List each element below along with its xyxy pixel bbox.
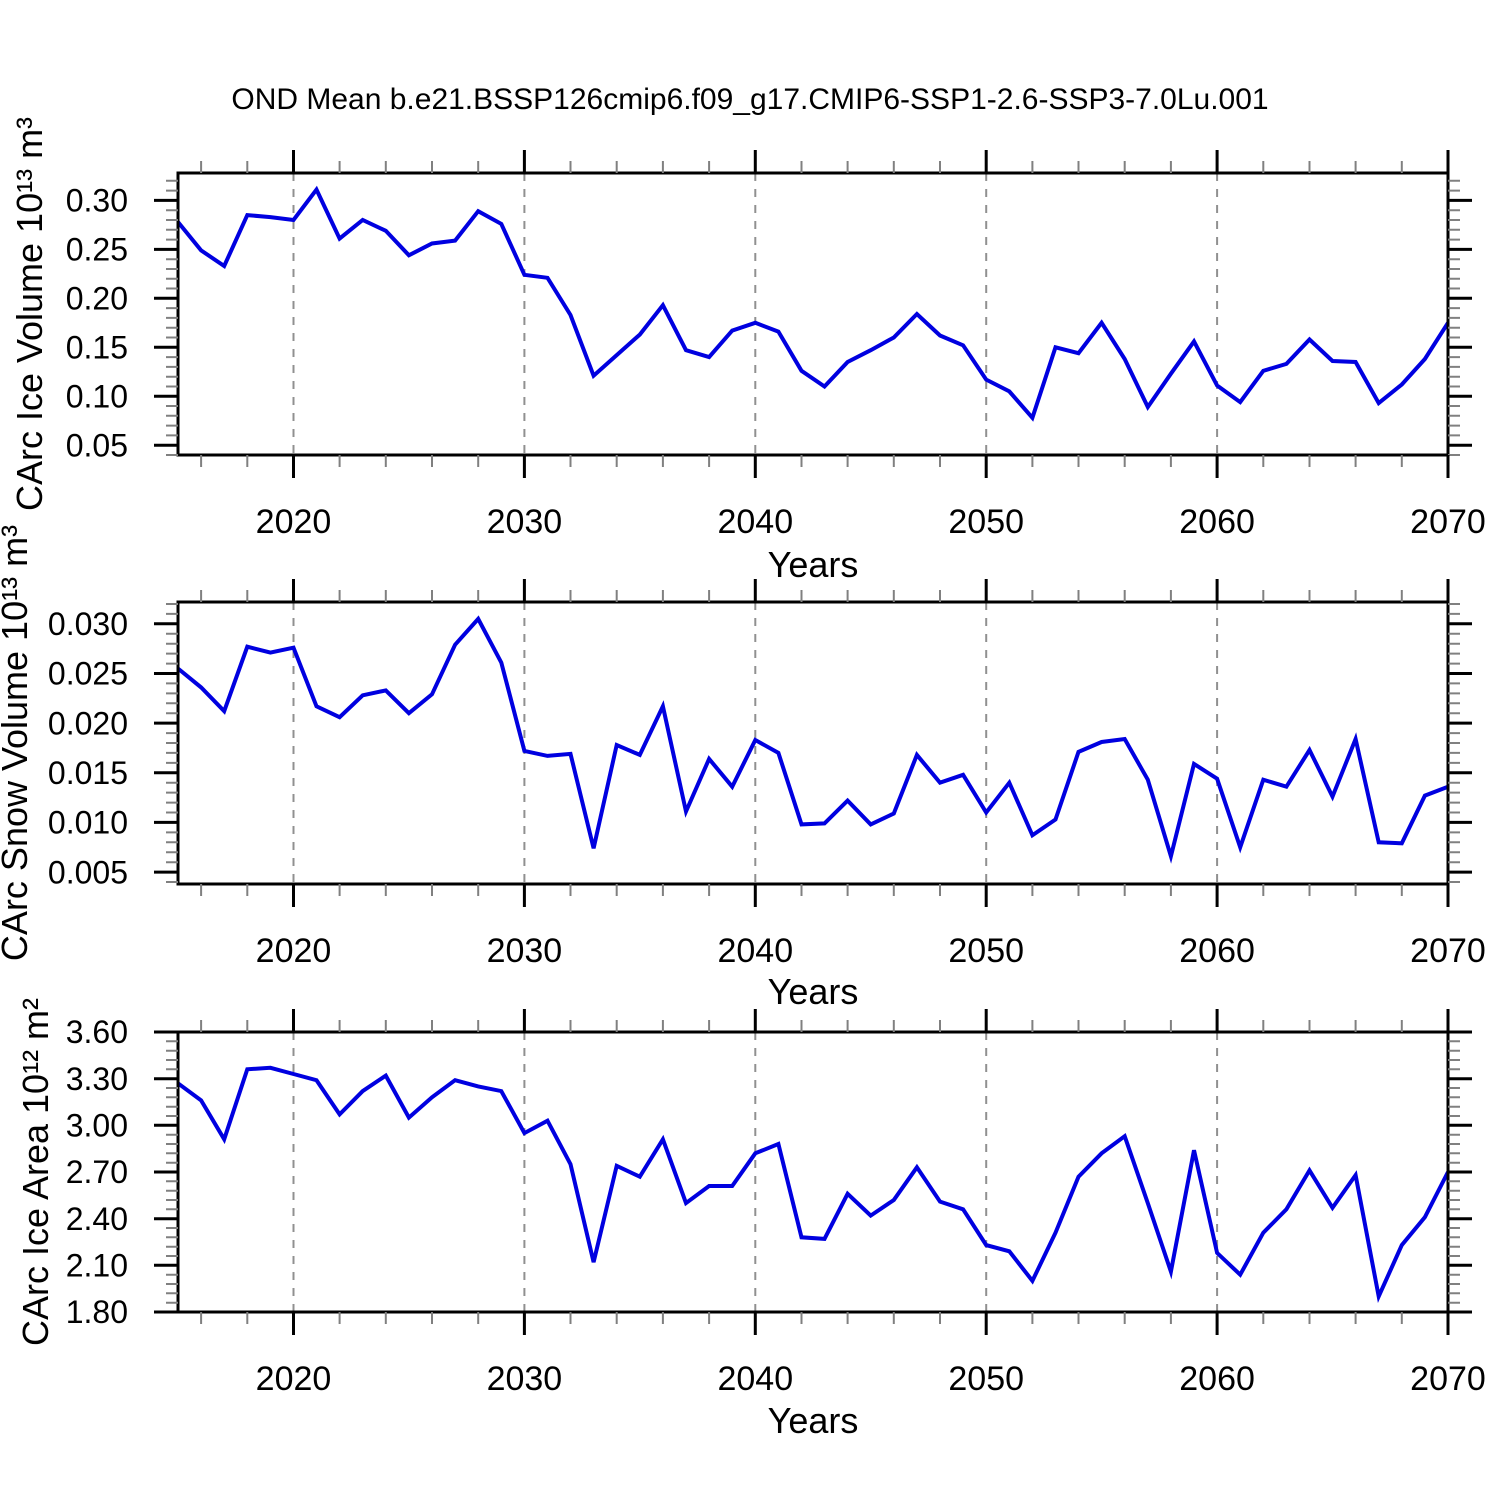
x-axis-title-years-top: Years <box>767 544 859 585</box>
svg-text:2030: 2030 <box>487 932 563 970</box>
svg-text:2060: 2060 <box>1179 1360 1255 1398</box>
y-axis-title-ice-area: CArc Ice Area 10¹² m² <box>15 997 56 1347</box>
svg-text:2040: 2040 <box>717 932 793 970</box>
plot-title: OND Mean b.e21.BSSP126cmip6.f09_g17.CMIP… <box>231 83 1269 116</box>
svg-text:2040: 2040 <box>717 1360 793 1398</box>
svg-text:0.15: 0.15 <box>66 330 128 366</box>
svg-text:2070: 2070 <box>1410 932 1486 970</box>
svg-text:2050: 2050 <box>948 932 1024 970</box>
svg-text:3.00: 3.00 <box>66 1108 128 1144</box>
svg-text:2050: 2050 <box>948 503 1024 541</box>
x-axis-title-years-bottom: Years <box>767 1400 859 1441</box>
svg-text:1.80: 1.80 <box>66 1294 128 1330</box>
svg-text:0.30: 0.30 <box>66 183 128 219</box>
y-axis-title-ice-volume: CArc Ice Volume 10¹³ m³ <box>9 116 50 512</box>
svg-text:2030: 2030 <box>487 1360 563 1398</box>
svg-text:2050: 2050 <box>948 1360 1024 1398</box>
svg-text:3.60: 3.60 <box>66 1014 128 1050</box>
svg-text:2060: 2060 <box>1179 503 1255 541</box>
svg-text:2020: 2020 <box>256 932 332 970</box>
svg-text:2030: 2030 <box>487 503 563 541</box>
svg-text:2020: 2020 <box>256 1360 332 1398</box>
svg-text:0.025: 0.025 <box>48 656 128 692</box>
svg-text:3.30: 3.30 <box>66 1061 128 1097</box>
svg-text:2.70: 2.70 <box>66 1154 128 1190</box>
svg-text:0.020: 0.020 <box>48 705 128 741</box>
svg-text:2020: 2020 <box>256 503 332 541</box>
y-axis-title-snow-volume: CArc Snow Volume 10¹³ m³ <box>0 524 35 962</box>
svg-text:2060: 2060 <box>1179 932 1255 970</box>
svg-text:0.010: 0.010 <box>48 805 128 841</box>
svg-text:2.10: 2.10 <box>66 1248 128 1284</box>
svg-text:2.40: 2.40 <box>66 1201 128 1237</box>
svg-text:0.015: 0.015 <box>48 755 128 791</box>
svg-text:0.030: 0.030 <box>48 606 128 642</box>
svg-text:2070: 2070 <box>1410 1360 1486 1398</box>
svg-text:0.20: 0.20 <box>66 281 128 317</box>
svg-text:0.10: 0.10 <box>66 379 128 415</box>
svg-text:0.005: 0.005 <box>48 854 128 890</box>
svg-text:2070: 2070 <box>1410 503 1486 541</box>
svg-text:2040: 2040 <box>717 503 793 541</box>
x-axis-title-years-middle: Years <box>767 971 859 1012</box>
svg-text:0.25: 0.25 <box>66 232 128 268</box>
svg-text:0.05: 0.05 <box>66 427 128 463</box>
